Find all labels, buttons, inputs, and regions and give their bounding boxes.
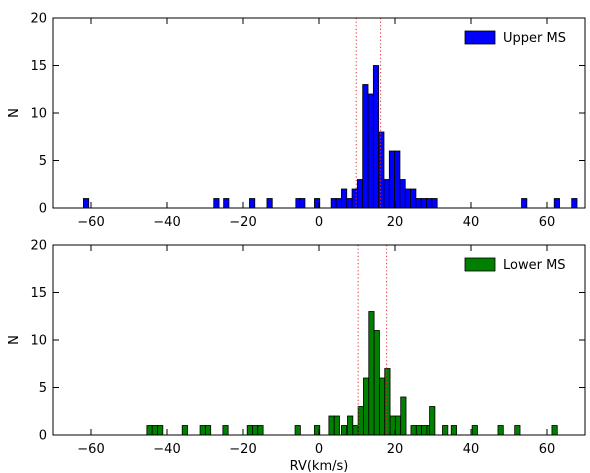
histogram-bar	[442, 425, 449, 436]
histogram-bar	[388, 150, 396, 209]
histogram-bar	[356, 179, 364, 209]
x-tick-label: 20	[387, 215, 404, 230]
histogram-bar	[471, 425, 478, 436]
y-axis-label: N	[7, 335, 22, 345]
histogram-bar	[399, 179, 406, 209]
histogram-bar	[252, 425, 259, 436]
histogram-bar	[367, 93, 374, 209]
histogram-bar	[383, 179, 390, 209]
y-tick-label: 15	[30, 286, 47, 301]
histogram-bar	[431, 198, 438, 209]
histogram-bar	[151, 425, 158, 436]
histogram-bar	[394, 415, 402, 436]
histogram-bar	[333, 415, 340, 436]
histogram-bar	[521, 198, 528, 209]
histogram-bar	[157, 425, 164, 436]
histogram-bar	[514, 425, 521, 436]
histogram-bar	[330, 198, 337, 209]
histogram-bar	[346, 198, 353, 209]
histogram-bar	[223, 198, 230, 209]
histogram-bar	[357, 406, 364, 436]
y-tick-label: 0	[39, 429, 47, 444]
x-tick-label: −40	[153, 215, 180, 230]
histogram-bar	[299, 198, 306, 209]
histogram-bar	[328, 415, 335, 436]
histogram-bar	[571, 198, 578, 209]
histogram-bar	[450, 425, 457, 436]
y-tick-label: 10	[30, 334, 47, 349]
histogram-bar	[347, 415, 354, 436]
y-tick-label: 20	[30, 12, 47, 27]
histogram-bar	[384, 368, 391, 436]
x-tick-label: −20	[229, 442, 256, 457]
histogram-bar	[420, 198, 427, 209]
histogram-bar	[497, 425, 504, 436]
x-tick-label: −40	[153, 442, 180, 457]
y-axis-label: N	[7, 108, 22, 118]
upper-ms-legend-label: Upper MS	[503, 31, 566, 46]
histogram-bar	[421, 425, 428, 436]
y-tick-label: 10	[30, 107, 47, 122]
histogram-bar	[426, 198, 433, 209]
upper-ms-legend-swatch	[464, 30, 496, 45]
histogram-bar	[410, 425, 417, 436]
histogram-bar	[394, 150, 401, 209]
x-tick-label: −20	[229, 215, 256, 230]
histogram-bar	[379, 377, 386, 436]
histogram-bar	[415, 425, 422, 436]
histogram-bar	[410, 188, 417, 209]
lower-ms-legend-swatch	[464, 257, 496, 272]
histogram-bar	[146, 425, 153, 436]
histogram-bar	[341, 188, 348, 209]
histogram-bar	[363, 377, 370, 436]
histogram-bar	[551, 425, 558, 436]
x-tick-label: 60	[539, 215, 556, 230]
histogram-bar	[181, 425, 188, 436]
histogram-bar	[266, 198, 273, 209]
histogram-bar	[362, 84, 369, 209]
lower-ms-panel: −60 −40 −20 0 20 40 60 0 5 10 15 20 N RV(km/s) Lower M…	[7, 239, 586, 473]
x-tick-label: 60	[539, 442, 556, 457]
histogram-bar	[352, 425, 359, 436]
histogram-bar	[335, 198, 342, 209]
histogram-bar	[213, 198, 220, 209]
histogram-bar	[294, 425, 301, 436]
x-axis-label: RV(km/s)	[290, 459, 349, 473]
histogram-bar	[257, 425, 264, 436]
x-tick-label: 0	[315, 215, 323, 230]
histogram-bar	[249, 198, 256, 209]
histogram-bar	[222, 425, 229, 436]
upper-ms-panel: −60 −40 −20 0 20 40 60 0 5 10 15 20 N Upper MS	[7, 12, 586, 230]
y-tick-label: 0	[39, 202, 47, 217]
y-tick-label: 5	[39, 381, 47, 396]
histogram-bar	[404, 188, 411, 209]
axes-frame	[52, 244, 586, 436]
histogram-bar	[341, 425, 348, 436]
lower-ms-legend-label: Lower MS	[503, 258, 566, 273]
histogram-bar	[204, 425, 212, 436]
histogram-bar	[400, 396, 407, 436]
x-tick-label: 40	[463, 442, 480, 457]
y-tick-label: 15	[30, 59, 47, 74]
x-tick-label: 40	[463, 215, 480, 230]
x-tick-label: 20	[387, 442, 404, 457]
y-tick-label: 5	[39, 154, 47, 169]
y-tick-label: 20	[30, 239, 47, 254]
histogram-bar	[83, 198, 90, 209]
histogram-bar	[378, 131, 385, 209]
x-tick-label: −60	[77, 442, 104, 457]
histogram-bar	[415, 198, 422, 209]
axes-frame	[52, 17, 586, 209]
histogram-bar	[246, 425, 253, 436]
histogram-bar	[553, 198, 560, 209]
histogram-bar	[368, 311, 375, 436]
histogram-bar	[429, 406, 436, 436]
histogram-bar	[373, 330, 380, 436]
histogram-bar	[372, 65, 380, 209]
x-tick-label: −60	[77, 215, 104, 230]
x-tick-label: 0	[315, 442, 323, 457]
histogram-bar	[199, 425, 206, 436]
